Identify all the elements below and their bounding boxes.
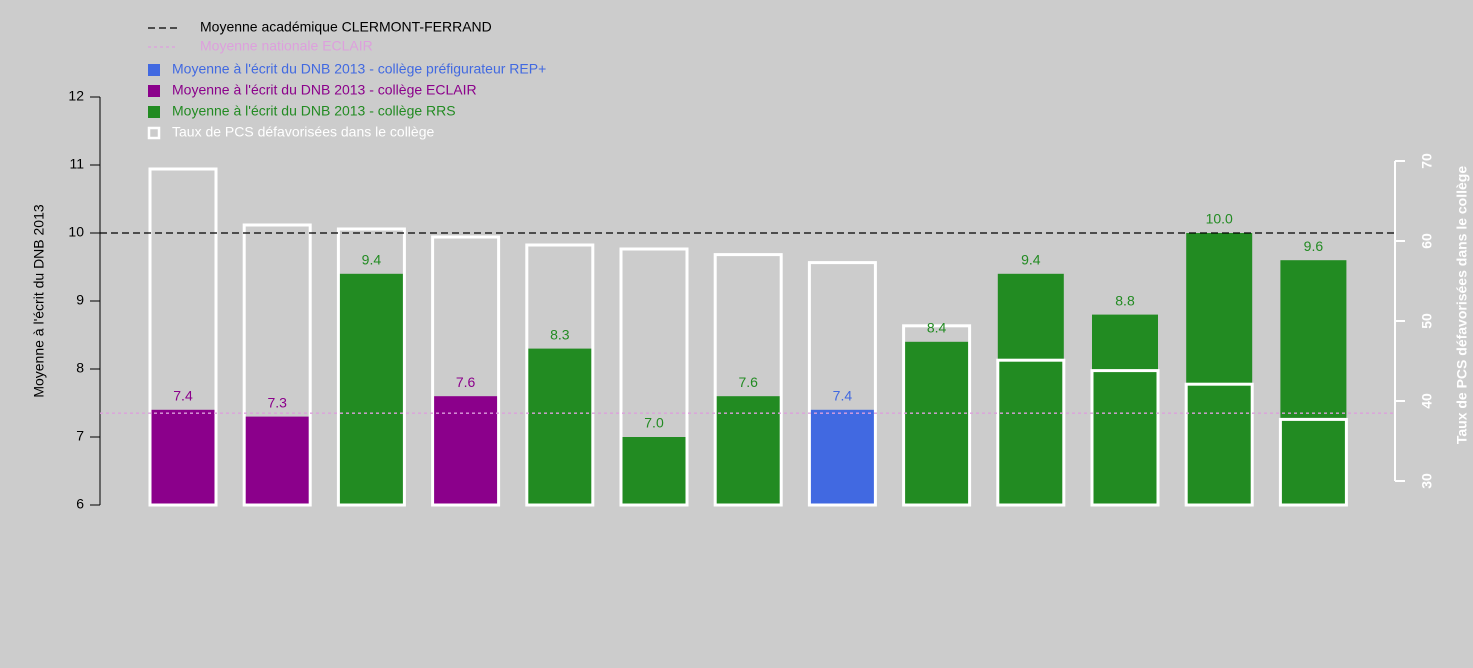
y2-tick-label: 50: [1419, 313, 1435, 329]
bar: [150, 409, 216, 505]
legend-label: Moyenne académique CLERMONT-FERRAND: [200, 19, 492, 35]
outline-bar: [431, 235, 501, 507]
value-label: 9.4: [362, 252, 382, 268]
bar: [244, 416, 311, 505]
value-label: 7.4: [833, 388, 853, 404]
y-tick-label: 9: [76, 292, 84, 308]
bar: [1186, 233, 1253, 505]
bar: [1092, 314, 1158, 505]
value-label: 7.4: [173, 388, 193, 404]
y-tick-label: 6: [76, 496, 84, 512]
bar: [809, 409, 876, 505]
legend-label: Moyenne à l'écrit du DNB 2013 - collège …: [172, 103, 456, 119]
legend-label: Taux de PCS défavorisées dans le collège: [172, 124, 434, 140]
value-label: 7.3: [267, 394, 287, 410]
value-label: 9.6: [1304, 238, 1324, 254]
bar: [526, 348, 593, 505]
y2-tick-label: 60: [1419, 233, 1435, 249]
y-axis-label: Moyenne à l'écrit du DNB 2013: [31, 204, 47, 398]
y-tick-label: 12: [68, 88, 84, 104]
outline-bar: [1184, 382, 1254, 507]
legend-swatch: [148, 64, 160, 76]
outline-bar: [807, 261, 877, 507]
bar: [903, 341, 970, 505]
outline-bar: [242, 223, 312, 507]
value-label: 10.0: [1206, 211, 1233, 227]
outline-bar: [336, 227, 406, 507]
value-label: 8.4: [927, 320, 947, 336]
value-label: 8.3: [550, 326, 570, 342]
outline-bar: [902, 324, 972, 507]
y2-tick-label: 40: [1419, 393, 1435, 409]
legend-label: Moyenne à l'écrit du DNB 2013 - collège …: [172, 61, 546, 77]
bar: [997, 273, 1064, 505]
y-tick-label: 11: [69, 156, 84, 172]
value-label: 7.6: [456, 374, 476, 390]
y2-tick-label: 70: [1419, 153, 1435, 169]
value-label: 7.0: [644, 415, 664, 431]
outline-bar: [525, 243, 595, 507]
legend-label: Moyenne à l'écrit du DNB 2013 - collège …: [172, 82, 477, 98]
bar: [1280, 260, 1347, 505]
outline-bar: [148, 167, 218, 507]
legend-swatch: [148, 85, 160, 97]
legend-swatch: [147, 126, 161, 140]
bar: [338, 273, 405, 505]
bar: [432, 396, 499, 505]
outline-bar: [713, 253, 783, 507]
y-tick-label: 10: [68, 224, 84, 240]
y-tick-label: 7: [76, 428, 84, 444]
value-label: 8.8: [1115, 292, 1135, 308]
outline-bar: [996, 358, 1066, 507]
y2-tick-label: 30: [1419, 473, 1435, 489]
outline-bar: [1090, 369, 1160, 507]
outline-bar: [1278, 417, 1348, 507]
bar: [621, 437, 687, 505]
y-tick-label: 8: [76, 360, 84, 376]
bar: [715, 396, 782, 505]
legend-label: Moyenne nationale ECLAIR: [200, 38, 373, 54]
value-label: 7.6: [738, 374, 758, 390]
value-label: 9.4: [1021, 252, 1041, 268]
legend-swatch: [148, 106, 160, 118]
outline-bar: [619, 247, 689, 507]
y2-axis-label: Taux de PCS défavorisées dans le collège: [1454, 166, 1470, 445]
